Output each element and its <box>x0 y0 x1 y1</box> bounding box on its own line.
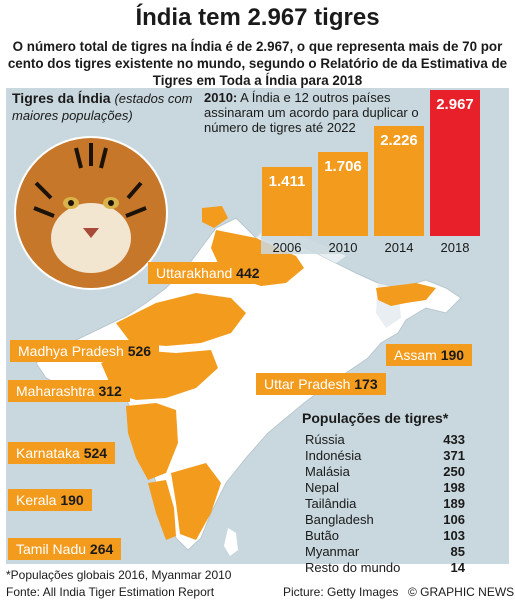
bar-2014: 2.226 <box>374 126 424 236</box>
footnote: *Populações globais 2016, Myanmar 2010 <box>6 568 232 582</box>
country-name: Malásia <box>305 464 350 479</box>
population-row: Rússia 433 <box>305 432 465 448</box>
sri-lanka-shape <box>224 528 238 556</box>
maharashtra-shape <box>101 350 218 400</box>
year-label: 2010 <box>328 240 358 255</box>
population-row: Indonésia 371 <box>305 448 465 464</box>
state-label-madhya-pradesh: Madhya Pradesh 526 <box>10 340 160 362</box>
population-row: Bangladesh 106 <box>305 512 465 528</box>
bar-value-label: 1.411 <box>268 173 306 190</box>
country-value: 106 <box>443 512 465 527</box>
state-value: 264 <box>89 541 114 557</box>
uttarakhand-shape <box>202 206 228 228</box>
country-value: 433 <box>443 432 465 447</box>
state-label-uttar-pradesh: Uttar Pradesh 173 <box>256 373 386 395</box>
kerala-shape <box>148 480 176 540</box>
bar-value-label: 2.226 <box>380 132 418 149</box>
state-name: Assam <box>394 347 437 363</box>
tamil-nadu-shape <box>171 463 221 540</box>
state-name: Uttarakhand <box>156 265 233 281</box>
state-name: Madhya Pradesh <box>18 343 124 359</box>
country-name: Tailândia <box>305 496 357 511</box>
country-value: 103 <box>443 528 465 543</box>
country-value: 14 <box>450 560 465 575</box>
population-row: Resto do mundo 14 <box>305 560 465 576</box>
country-name: Myanmar <box>305 544 360 559</box>
country-value: 371 <box>443 448 465 463</box>
bar-value-label: 2.967 <box>436 96 474 113</box>
state-value: 173 <box>354 376 378 392</box>
state-label-kerala: Kerala 190 <box>8 489 92 511</box>
state-label-tamil-nadu: Tamil Nadu 264 <box>8 538 122 560</box>
map-title: Tigres da Índia (estados com maiores pop… <box>12 90 202 124</box>
population-row: Myanmar 85 <box>305 544 465 560</box>
bar-2010: 1.706 <box>318 152 368 236</box>
state-value: 312 <box>98 383 122 399</box>
map-title-bold: Tigres da Índia <box>12 90 111 106</box>
country-name: Resto do mundo <box>305 560 401 575</box>
year-label: 2014 <box>384 240 414 255</box>
bar-note-year: 2010: <box>204 90 238 105</box>
country-value: 85 <box>450 544 465 559</box>
population-row: Nepal 198 <box>305 480 465 496</box>
state-label-karnataka: Karnataka 524 <box>8 442 116 464</box>
state-name: Maharashtra <box>16 383 95 399</box>
state-value: 442 <box>236 265 260 281</box>
tiger-photo <box>14 136 168 290</box>
state-value: 190 <box>440 347 465 363</box>
state-label-maharashtra: Maharashtra 312 <box>8 380 130 402</box>
state-value: 526 <box>127 343 152 359</box>
state-label-assam: Assam 190 <box>386 344 473 366</box>
karnataka-shape <box>126 403 178 480</box>
bar-note: 2010: A Índia e 12 outros países assinar… <box>204 90 424 135</box>
country-name: Bangladesh <box>305 512 374 527</box>
country-value: 189 <box>443 496 465 511</box>
bar-value-label: 1.706 <box>324 158 362 175</box>
year-label: 2006 <box>272 240 302 255</box>
populations-title: Populações de tigres* <box>302 410 449 426</box>
source: Fonte: All India Tiger Estimation Report <box>6 585 215 599</box>
state-label-uttarakhand: Uttarakhand 442 <box>148 262 268 284</box>
state-name: Karnataka <box>16 445 80 461</box>
country-name: Nepal <box>305 480 339 495</box>
map-title-italic: (estados com maiores populações) <box>12 91 193 123</box>
picture-credit: Picture: Getty Images <box>283 585 399 599</box>
country-name: Butão <box>305 528 339 543</box>
state-name: Kerala <box>16 492 57 508</box>
assam-shape <box>376 283 436 306</box>
bar-2018: 2.967 <box>430 90 480 236</box>
subtitle: O número total de tigres na Índia é de 2… <box>7 39 508 88</box>
copyright: © GRAPHIC NEWS <box>408 585 515 599</box>
population-row: Tailândia 189 <box>305 496 465 512</box>
state-name: Tamil Nadu <box>16 541 87 557</box>
bar-2006: 1.411 <box>262 167 312 236</box>
state-value: 524 <box>83 445 108 461</box>
population-row: Malásia 250 <box>305 464 465 480</box>
madhya-pradesh-shape <box>116 293 246 346</box>
country-name: Indonésia <box>305 448 362 463</box>
country-name: Rússia <box>305 432 345 447</box>
year-label: 2018 <box>440 240 470 255</box>
state-name: Uttar Pradesh <box>264 376 351 392</box>
country-value: 198 <box>443 480 465 495</box>
country-value: 250 <box>443 464 465 479</box>
bar-note-text: A Índia e 12 outros países assinaram um … <box>204 90 419 135</box>
population-row: Butão 103 <box>305 528 465 544</box>
state-value: 190 <box>60 492 84 508</box>
page-title: Índia tem 2.967 tigres <box>135 4 380 31</box>
